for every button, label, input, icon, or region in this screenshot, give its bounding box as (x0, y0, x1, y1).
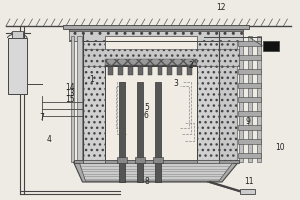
Bar (12, 31, 22, 38)
Text: 14: 14 (66, 83, 75, 92)
Bar (135, 157, 145, 163)
Bar (238, 111, 261, 116)
Bar (238, 41, 261, 46)
Bar (69, 30, 243, 41)
Text: 15: 15 (66, 96, 75, 104)
Bar (196, 36, 219, 162)
Text: 4: 4 (47, 134, 52, 144)
Bar (187, 65, 192, 75)
Bar (167, 65, 172, 75)
Bar (117, 157, 127, 163)
Bar (238, 139, 261, 144)
Bar (248, 36, 252, 162)
Polygon shape (80, 163, 232, 181)
Bar (76, 36, 82, 162)
Bar (256, 36, 261, 162)
Bar (148, 65, 152, 75)
Text: 6: 6 (143, 111, 148, 120)
Bar (238, 97, 261, 102)
Bar (128, 65, 133, 75)
Text: 9: 9 (245, 116, 250, 126)
Bar (238, 36, 243, 162)
Bar (82, 160, 105, 163)
Bar (154, 82, 161, 182)
Bar (219, 36, 237, 162)
Bar (74, 160, 238, 163)
Text: 3: 3 (173, 78, 178, 88)
Bar (105, 36, 196, 162)
Bar (63, 25, 249, 29)
Bar (238, 69, 261, 74)
Text: 10: 10 (276, 144, 285, 152)
Text: 11: 11 (244, 177, 254, 186)
Bar (8, 38, 27, 94)
Text: 7: 7 (40, 112, 44, 121)
Bar (11, 32, 16, 34)
Bar (82, 49, 238, 66)
Bar (82, 36, 105, 162)
Bar (108, 65, 113, 75)
Text: 13: 13 (66, 90, 75, 98)
Bar (105, 65, 196, 66)
Text: 5: 5 (145, 102, 149, 112)
Bar (238, 125, 261, 130)
Bar (105, 59, 196, 65)
Bar (70, 36, 74, 162)
Bar (238, 83, 261, 88)
Bar (69, 29, 243, 31)
Bar (240, 189, 255, 194)
Bar (153, 157, 163, 163)
Text: 1: 1 (89, 74, 94, 84)
Bar (136, 82, 143, 182)
Polygon shape (74, 162, 238, 182)
Bar (158, 65, 162, 75)
Bar (138, 65, 142, 75)
Text: 8: 8 (145, 177, 149, 186)
Text: 2: 2 (188, 62, 193, 71)
Bar (177, 65, 182, 75)
Bar (238, 55, 261, 60)
Bar (118, 65, 123, 75)
Text: 12: 12 (216, 3, 225, 12)
Bar (262, 41, 279, 51)
Bar (238, 153, 261, 158)
Bar (196, 160, 219, 163)
Bar (118, 82, 125, 182)
